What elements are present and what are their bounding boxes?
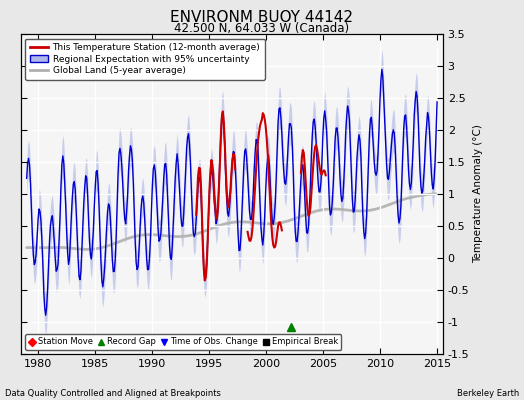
Text: ENVIRONM BUOY 44142: ENVIRONM BUOY 44142: [170, 10, 354, 25]
Y-axis label: Temperature Anomaly (°C): Temperature Anomaly (°C): [473, 124, 484, 264]
Text: Berkeley Earth: Berkeley Earth: [456, 389, 519, 398]
Text: Data Quality Controlled and Aligned at Breakpoints: Data Quality Controlled and Aligned at B…: [5, 389, 221, 398]
Legend: Station Move, Record Gap, Time of Obs. Change, Empirical Break: Station Move, Record Gap, Time of Obs. C…: [25, 334, 342, 350]
Text: 42.500 N, 64.033 W (Canada): 42.500 N, 64.033 W (Canada): [174, 22, 350, 35]
